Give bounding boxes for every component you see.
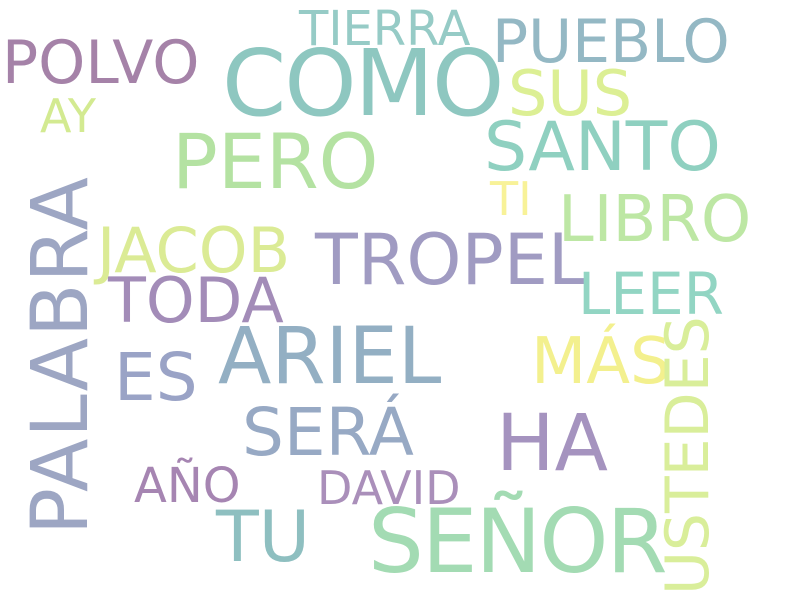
word-tropel: TROPEL — [315, 219, 587, 301]
word-es: ES — [114, 339, 198, 416]
word-pueblo: PUEBLO — [492, 7, 730, 77]
word-pero: PERO — [172, 117, 379, 206]
word-santo: SANTO — [484, 108, 721, 187]
word-tu: TU — [216, 496, 310, 578]
word-senor: SEÑOR — [368, 490, 668, 593]
word-ha: HA — [496, 399, 609, 489]
word-ustedes: USTEDES — [653, 316, 723, 595]
word-leer: LEER — [578, 260, 724, 328]
word-david: DAVID — [317, 461, 461, 515]
word-mas: MÁS — [531, 325, 671, 399]
word-ano: AÑO — [134, 458, 241, 514]
word-sera: SERÁ — [242, 394, 414, 471]
word-toda: TODA — [108, 264, 284, 337]
word-ay: AY — [40, 89, 96, 143]
word-libro: LIBRO — [558, 183, 752, 257]
word-como: COMO — [222, 30, 504, 137]
word-tierra: TIERRA — [299, 1, 471, 57]
word-sus: SUS — [508, 57, 633, 130]
word-palabra: PALABRA — [16, 176, 106, 535]
word-polvo: POLVO — [2, 28, 200, 98]
word-jacob: JACOB — [97, 214, 291, 287]
word-ti: TI — [490, 172, 532, 226]
word-ariel: ARIEL — [218, 312, 442, 402]
